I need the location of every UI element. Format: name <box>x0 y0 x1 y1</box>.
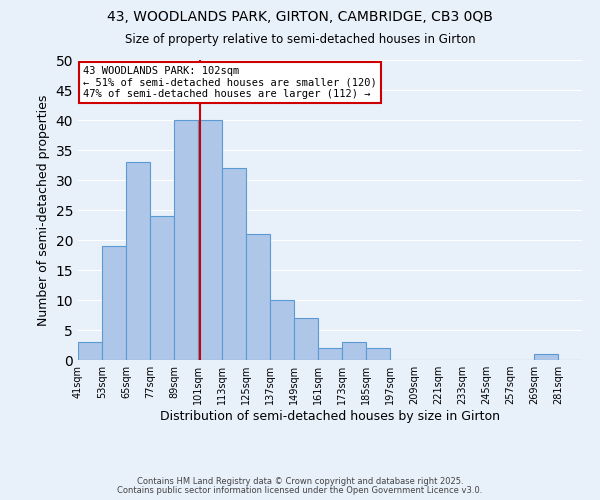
Bar <box>294 318 318 360</box>
Text: Contains public sector information licensed under the Open Government Licence v3: Contains public sector information licen… <box>118 486 482 495</box>
Bar <box>174 120 198 360</box>
Bar <box>342 342 366 360</box>
Bar <box>126 162 150 360</box>
Bar <box>366 348 390 360</box>
Y-axis label: Number of semi-detached properties: Number of semi-detached properties <box>37 94 50 326</box>
Text: 43 WOODLANDS PARK: 102sqm
← 51% of semi-detached houses are smaller (120)
47% of: 43 WOODLANDS PARK: 102sqm ← 51% of semi-… <box>83 66 377 99</box>
Bar <box>318 348 342 360</box>
Text: 43, WOODLANDS PARK, GIRTON, CAMBRIDGE, CB3 0QB: 43, WOODLANDS PARK, GIRTON, CAMBRIDGE, C… <box>107 10 493 24</box>
Bar <box>198 120 222 360</box>
Bar <box>102 246 126 360</box>
Bar <box>222 168 246 360</box>
Bar <box>270 300 294 360</box>
X-axis label: Distribution of semi-detached houses by size in Girton: Distribution of semi-detached houses by … <box>160 410 500 423</box>
Text: Size of property relative to semi-detached houses in Girton: Size of property relative to semi-detach… <box>125 32 475 46</box>
Bar <box>78 342 102 360</box>
Text: Contains HM Land Registry data © Crown copyright and database right 2025.: Contains HM Land Registry data © Crown c… <box>137 477 463 486</box>
Bar <box>246 234 270 360</box>
Bar <box>534 354 558 360</box>
Bar <box>150 216 174 360</box>
